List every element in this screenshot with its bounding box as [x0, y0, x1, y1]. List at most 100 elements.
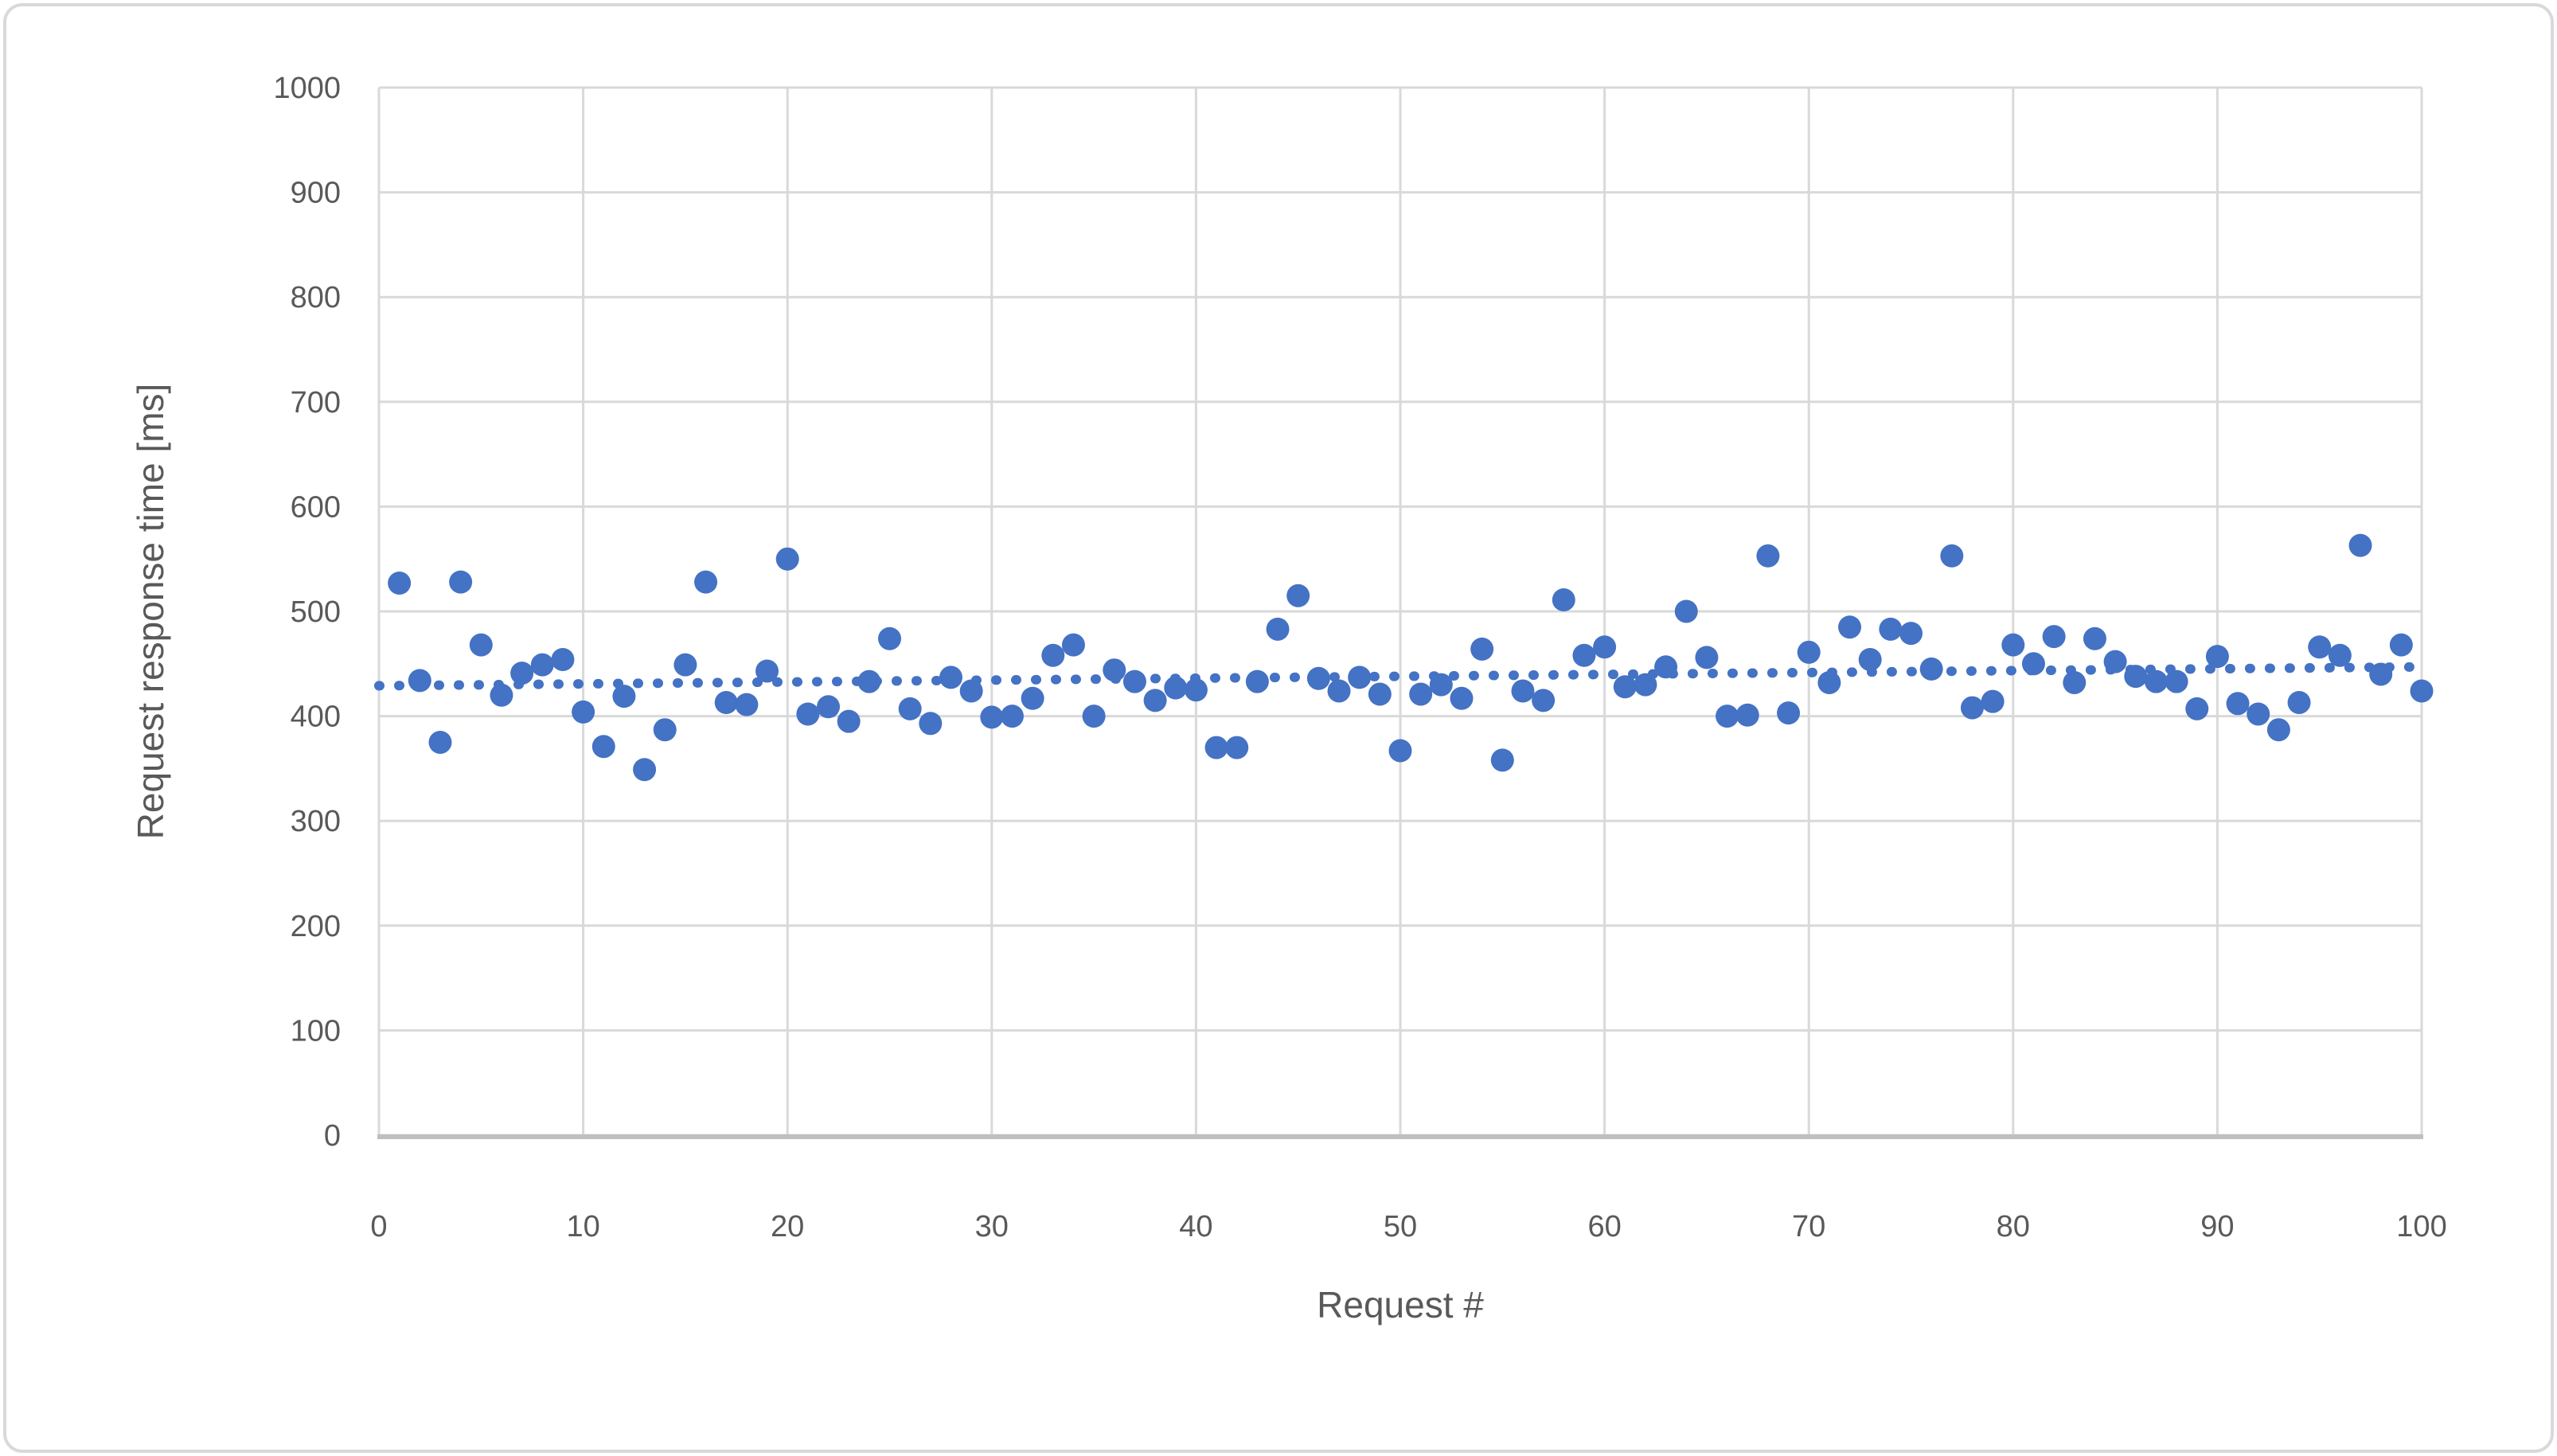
data-point	[1000, 705, 1024, 728]
data-point	[612, 685, 636, 708]
data-point	[2348, 533, 2372, 557]
data-point	[1940, 544, 1964, 568]
data-point	[1654, 655, 1678, 679]
y-tick-label: 1000	[273, 72, 341, 105]
data-point	[735, 693, 759, 716]
data-point	[530, 653, 554, 677]
data-point	[2328, 643, 2352, 667]
data-point	[1184, 678, 1208, 702]
data-point	[551, 648, 575, 672]
y-tick-label: 300	[291, 805, 341, 838]
data-point	[1348, 666, 1372, 689]
data-point	[1613, 675, 1637, 699]
data-point	[2042, 625, 2066, 649]
data-point	[2266, 718, 2290, 742]
x-tick-label: 0	[370, 1210, 387, 1243]
data-point	[755, 659, 779, 683]
data-point	[1082, 705, 1106, 728]
data-point	[1756, 544, 1780, 568]
data-point	[449, 570, 473, 594]
data-point	[939, 666, 962, 689]
data-point	[1634, 673, 1657, 697]
data-point	[2308, 635, 2332, 659]
y-tick-label: 500	[291, 595, 341, 629]
data-point	[1021, 686, 1044, 710]
data-point	[1327, 679, 1351, 703]
data-point	[1490, 748, 1514, 772]
x-tick-label: 50	[1384, 1210, 1417, 1243]
y-tick-label: 600	[291, 490, 341, 524]
data-point	[1511, 679, 1535, 703]
y-tick-label: 800	[291, 281, 341, 314]
data-point	[919, 712, 943, 736]
x-tick-label: 100	[2396, 1210, 2446, 1243]
y-tick-label: 400	[291, 701, 341, 734]
data-point	[898, 697, 922, 720]
data-point	[1593, 635, 1617, 659]
data-point	[1122, 669, 1146, 693]
data-point	[2144, 669, 2168, 693]
x-axis-title: Request #	[1317, 1284, 1484, 1325]
data-point	[1450, 686, 1474, 710]
data-point	[2001, 633, 2025, 657]
data-point	[2063, 670, 2087, 694]
data-point	[1552, 588, 1575, 612]
data-point	[837, 709, 861, 733]
data-point	[2287, 690, 2311, 714]
data-point	[2205, 645, 2229, 669]
data-point	[1470, 637, 1494, 661]
y-tick-label: 200	[291, 910, 341, 943]
trendline	[374, 662, 2426, 691]
data-point	[572, 700, 595, 724]
data-point	[694, 570, 718, 594]
data-point	[633, 758, 657, 782]
data-point	[1266, 617, 1290, 641]
data-point	[1735, 703, 1759, 727]
data-point	[1695, 646, 1719, 669]
data-point	[1674, 599, 1698, 623]
data-point	[2083, 627, 2106, 650]
data-point	[878, 627, 901, 650]
data-point	[2389, 633, 2413, 657]
data-point	[980, 705, 1004, 729]
data-point	[1204, 736, 1228, 759]
data-point	[408, 669, 431, 693]
data-point	[1429, 673, 1453, 697]
data-point	[1245, 669, 1269, 693]
data-point	[469, 633, 493, 657]
x-tick-label: 20	[771, 1210, 804, 1243]
data-point	[714, 690, 738, 714]
data-point	[775, 547, 799, 571]
x-tick-label: 70	[1792, 1210, 1825, 1243]
data-point	[1716, 705, 1739, 728]
x-tick-label: 90	[2200, 1210, 2234, 1243]
data-point	[1817, 670, 1841, 694]
data-point	[1777, 701, 1801, 725]
y-axis-title: Request response time [ms]	[130, 384, 171, 840]
data-point	[2226, 692, 2250, 716]
data-point	[2165, 669, 2188, 693]
data-point	[490, 683, 513, 707]
data-point	[2410, 679, 2434, 703]
data-point	[510, 662, 534, 685]
data-point	[1919, 657, 1943, 681]
data-point	[1899, 622, 1923, 646]
data-point	[1981, 689, 2005, 713]
data-point	[591, 735, 615, 759]
data-point	[428, 731, 452, 754]
data-point	[2369, 662, 2393, 686]
data-point	[1306, 666, 1330, 690]
data-point	[2021, 652, 2045, 676]
data-point	[653, 718, 677, 742]
data-point	[2247, 702, 2270, 726]
data-point	[1858, 648, 1882, 672]
data-point	[1879, 617, 1903, 641]
x-tick-label: 30	[975, 1210, 1009, 1243]
data-point	[1061, 633, 1085, 657]
data-point	[1797, 640, 1821, 664]
data-point	[796, 702, 820, 726]
x-tick-label: 10	[566, 1210, 599, 1243]
data-point	[388, 571, 412, 595]
